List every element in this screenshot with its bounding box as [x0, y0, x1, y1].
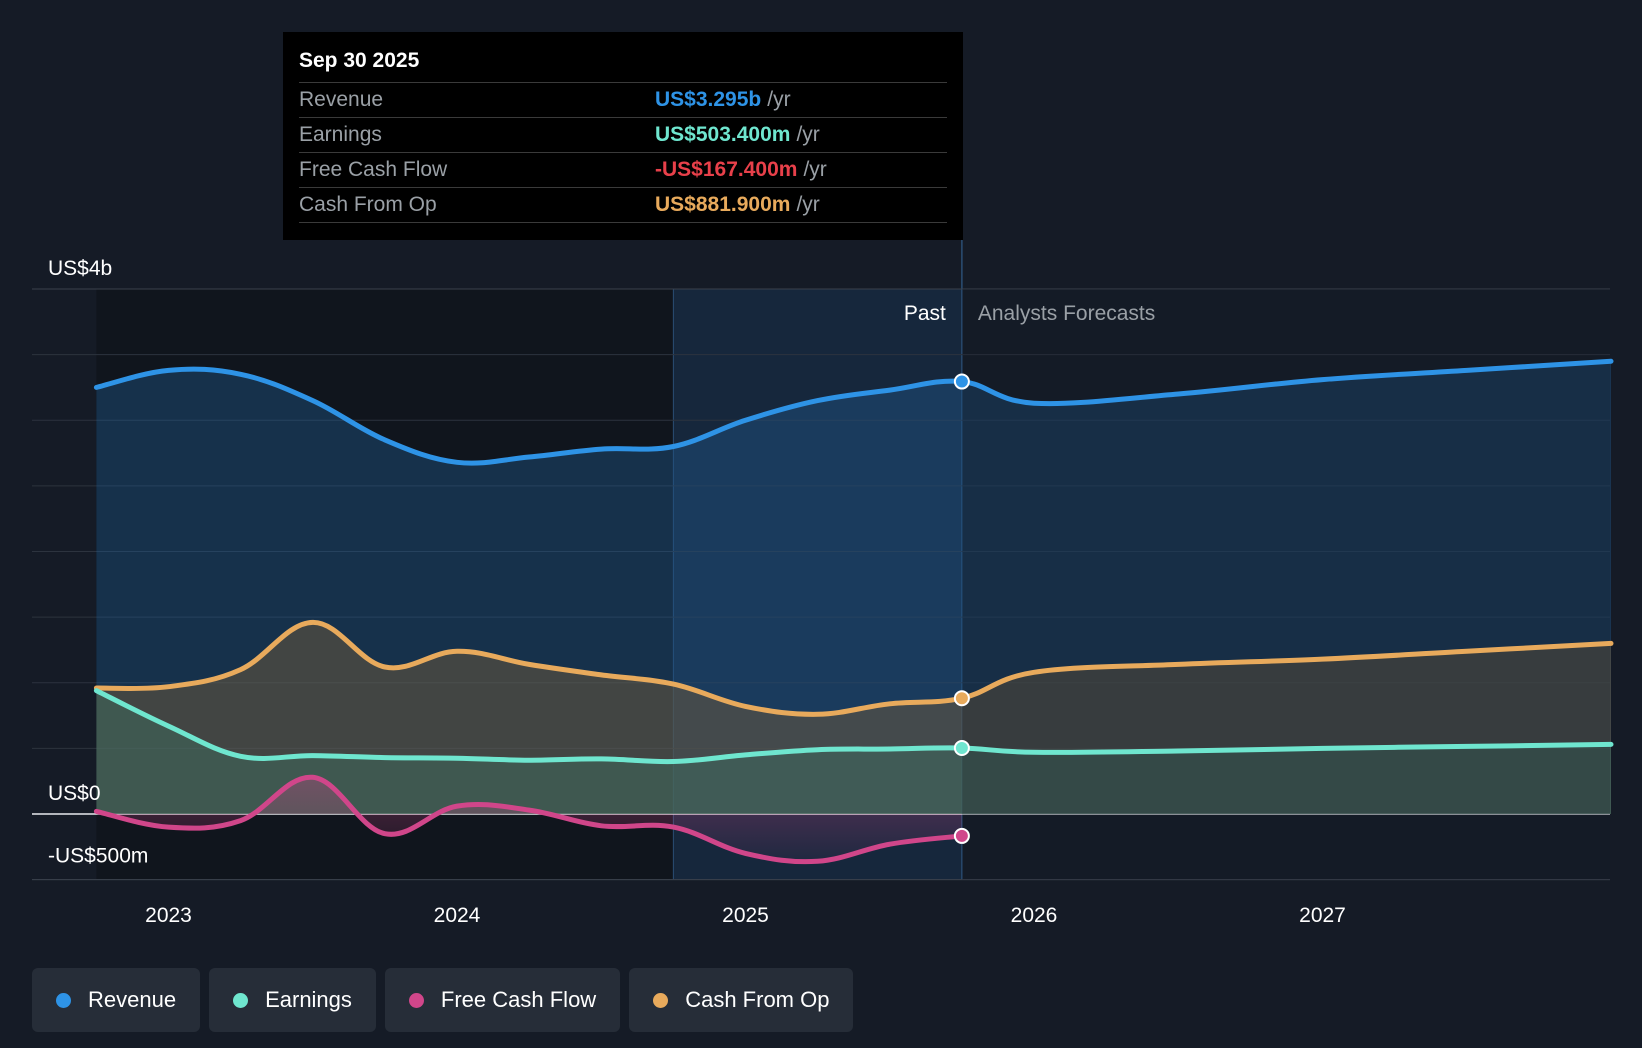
area-free-cash-flow: [96, 777, 962, 862]
legend-label: Earnings: [265, 987, 352, 1012]
x-tick-label: 2027: [1299, 904, 1346, 927]
legend-dot-icon: [653, 992, 669, 1008]
tooltip-row-unit: /yr: [803, 158, 827, 181]
area-earnings: [96, 690, 1611, 814]
forecast-label: Analysts Forecasts: [978, 302, 1155, 325]
tooltip-row-label: Cash From Op: [299, 193, 437, 216]
tooltip-row-value: US$881.900m: [655, 193, 791, 216]
tooltip-row-label: Free Cash Flow: [299, 158, 448, 181]
line-free-cash-flow: [93, 774, 965, 865]
marker-free-cash-flow[interactable]: [953, 827, 970, 844]
tooltip-date: Sep 30 2025: [299, 49, 420, 72]
tooltip-row-label: Revenue: [299, 88, 384, 111]
legend-item-revenue[interactable]: Revenue: [32, 968, 201, 1032]
tooltip-row: Free Cash Flow -US$167.400m/yr: [299, 152, 947, 187]
x-tick-label: 2025: [722, 904, 769, 927]
y-tick-label: US$4b: [48, 257, 112, 280]
tooltip-row-value: US$3.295b: [655, 88, 762, 111]
line-revenue: [93, 358, 1614, 466]
tooltip-row-unit: /yr: [767, 88, 791, 111]
y-tick-label: US$0: [48, 782, 101, 805]
area-cash-from-op: [96, 622, 1611, 814]
marker-revenue[interactable]: [953, 373, 970, 390]
marker-earnings[interactable]: [953, 739, 970, 756]
line-earnings: [93, 688, 1614, 765]
y-tick-label: -US$500m: [48, 845, 148, 868]
legend-item-free-cash-flow[interactable]: Free Cash Flow: [384, 968, 621, 1032]
tooltip-row: Cash From Op US$881.900m/yr: [299, 187, 947, 223]
legend-dot-icon: [408, 992, 424, 1008]
x-tick-label: 2023: [145, 904, 192, 927]
legend-item-cash-from-op[interactable]: Cash From Op: [629, 968, 854, 1032]
x-tick-label: 2026: [1011, 904, 1058, 927]
tooltip-row-value: -US$167.400m: [655, 158, 798, 181]
marker-cash-from-op[interactable]: [953, 690, 970, 707]
tooltip-row-unit: /yr: [796, 123, 820, 146]
tooltip-row-value: US$503.400m: [655, 123, 791, 146]
legend-dot-icon: [56, 992, 71, 1008]
x-tick-label: 2024: [434, 904, 481, 927]
legend-item-earnings[interactable]: Earnings: [209, 968, 376, 1032]
tooltip-row-unit: /yr: [796, 193, 820, 216]
tooltip-row: Revenue US$3.295b/yr: [299, 82, 947, 117]
legend-label: Cash From Op: [685, 987, 830, 1012]
tooltip-row: Earnings US$503.400m/yr: [299, 117, 947, 152]
legend-dot-icon: [233, 992, 249, 1008]
legend-label: Free Cash Flow: [440, 987, 597, 1012]
forecast-region-overlay: [961, 289, 1610, 880]
past-label: Past: [904, 302, 946, 325]
chart-legend: Revenue Earnings Free Cash Flow Cash From O…: [32, 968, 854, 1032]
legend-label: Revenue: [88, 987, 177, 1012]
line-cash-from-op: [93, 619, 1614, 717]
data-tooltip: Sep 30 2025 Revenue US$3.295b/yr Earnings U…: [283, 32, 963, 240]
tooltip-row-label: Earnings: [299, 123, 382, 146]
